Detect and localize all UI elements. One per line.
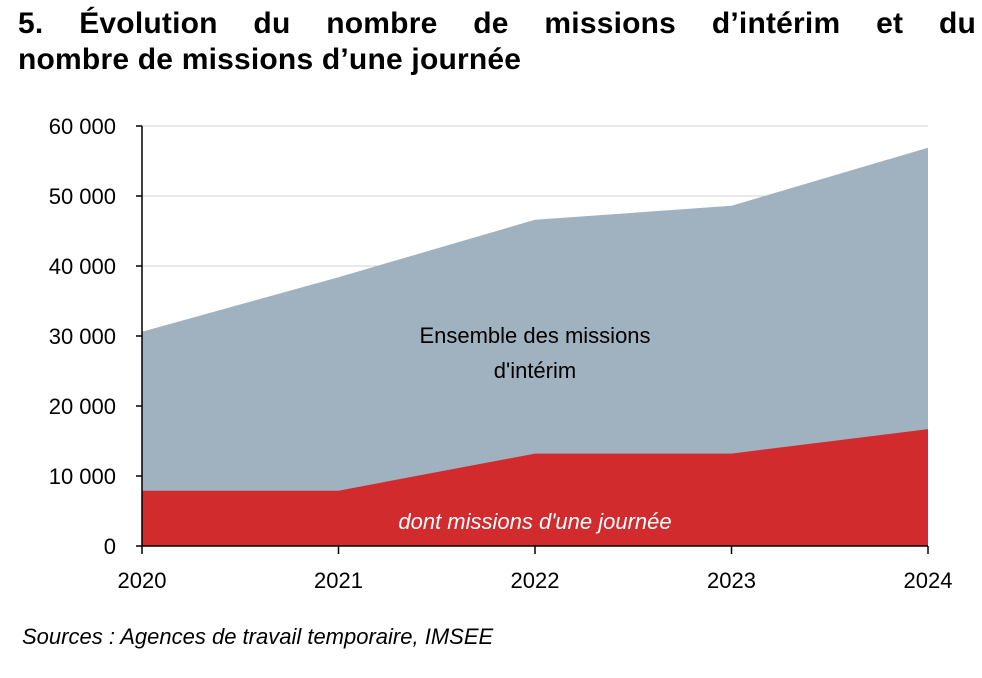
x-tick-label: 2023 (707, 568, 756, 593)
y-tick-label: 30 000 (49, 324, 116, 349)
area-label-total-line2: d'intérim (494, 358, 576, 383)
y-tick-label: 60 000 (49, 114, 116, 139)
area-total-missions (142, 147, 928, 546)
x-tick-label: 2022 (511, 568, 560, 593)
x-tick-label: 2020 (118, 568, 167, 593)
y-tick-labels: 0 10 000 20 000 30 000 40 000 50 000 60 000 (49, 114, 116, 559)
area-chart: 0 10 000 20 000 30 000 40 000 50 000 60 000 20… (49, 114, 953, 593)
chart-title-line2: nombre de missions d’une journée (18, 43, 522, 76)
x-tick-label: 2024 (904, 568, 953, 593)
y-tick-label: 40 000 (49, 254, 116, 279)
x-tick-label: 2021 (314, 568, 363, 593)
y-tick-label: 10 000 (49, 464, 116, 489)
area-one-day-missions (142, 429, 928, 546)
y-tick-label: 0 (104, 534, 116, 559)
chart-title-line1: 5. Évolution du nombre de missions d’int… (18, 7, 976, 40)
chart-title: 5. Évolution du nombre de missions d’int… (18, 6, 976, 78)
source-note: Sources : Agences de travail temporaire,… (22, 624, 494, 649)
area-label-one-day: dont missions d'une journée (398, 509, 671, 534)
axes (136, 125, 929, 554)
y-tick-label: 50 000 (49, 184, 116, 209)
y-tick-label: 20 000 (49, 394, 116, 419)
x-tick-labels: 2020 2021 2022 2023 2024 (118, 568, 953, 593)
area-label-total-line1: Ensemble des missions (419, 323, 650, 348)
